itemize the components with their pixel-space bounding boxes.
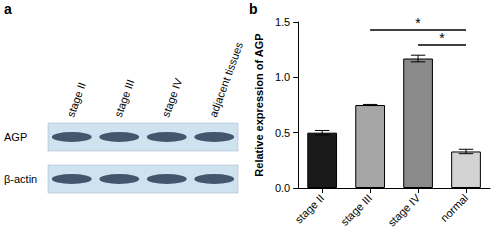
svg-text:normal: normal: [438, 192, 470, 224]
svg-text:stage III: stage III: [338, 192, 374, 228]
svg-text:0.5: 0.5: [275, 127, 290, 139]
svg-text:Relative expression of AGP: Relative expression of AGP: [253, 33, 265, 176]
svg-text:1.0: 1.0: [275, 71, 290, 83]
svg-text:stage IV: stage IV: [159, 76, 184, 119]
svg-text:1.5: 1.5: [275, 16, 290, 28]
svg-text:stage II: stage II: [292, 192, 326, 226]
svg-text:adjacent tissues: adjacent tissues: [207, 40, 245, 119]
svg-text:a: a: [4, 1, 12, 17]
svg-text:b: b: [249, 1, 258, 17]
svg-text:*: *: [415, 15, 421, 31]
svg-text:stage III: stage III: [112, 78, 137, 119]
svg-text:0.0: 0.0: [275, 182, 290, 194]
svg-text:stage IV: stage IV: [385, 191, 422, 228]
svg-text:β-actin: β-actin: [4, 173, 37, 185]
svg-text:stage II: stage II: [64, 81, 88, 119]
svg-text:*: *: [439, 30, 445, 46]
svg-text:AGP: AGP: [4, 131, 27, 143]
